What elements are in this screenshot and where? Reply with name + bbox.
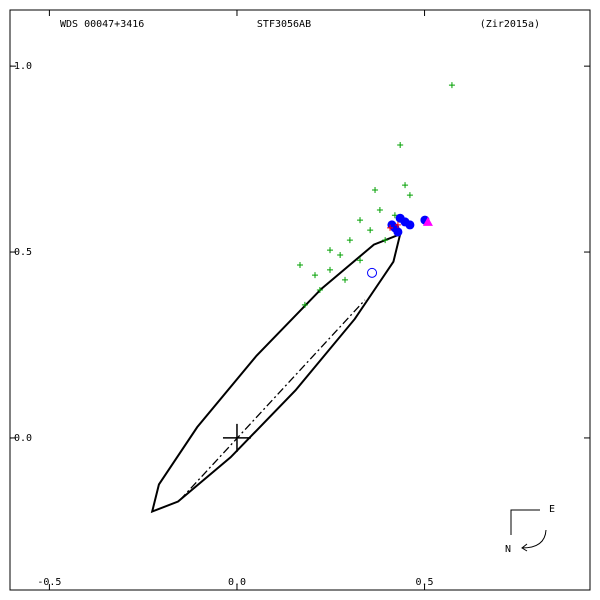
observation xyxy=(376,207,383,214)
observation xyxy=(422,216,433,226)
observation xyxy=(382,237,389,244)
observation xyxy=(402,182,409,189)
y-tick-label: -1.0 xyxy=(8,61,32,72)
observation xyxy=(327,247,334,254)
observation xyxy=(342,276,349,283)
observation xyxy=(394,221,401,228)
observation xyxy=(346,237,353,244)
observation xyxy=(372,186,379,193)
header-right: (Zir2015a) xyxy=(480,19,540,30)
observation xyxy=(357,257,364,264)
plot-frame xyxy=(9,9,591,591)
observation xyxy=(397,141,404,148)
observation xyxy=(387,224,394,231)
observation xyxy=(337,252,344,259)
observation xyxy=(405,220,415,230)
compass-arrow xyxy=(521,529,547,552)
y-tick-label: -0.0 xyxy=(8,433,32,444)
observation xyxy=(312,272,319,279)
compass-east: E xyxy=(549,504,555,515)
observation xyxy=(406,192,413,199)
compass-north: N xyxy=(505,544,511,555)
observation xyxy=(297,262,303,269)
orbit-ellipse xyxy=(150,233,402,514)
x-tick-label: -0.5 xyxy=(37,577,61,588)
observation xyxy=(367,267,378,278)
observation xyxy=(367,227,374,234)
observation xyxy=(327,266,334,273)
observation xyxy=(301,301,308,308)
observation xyxy=(316,286,323,293)
chart-title: STF3056AB xyxy=(257,19,311,30)
header-left: WDS 00047+3416 xyxy=(60,19,144,30)
line-of-nodes xyxy=(179,299,366,501)
y-tick-label: -0.5 xyxy=(8,247,32,258)
x-tick-label: 0.0 xyxy=(228,577,246,588)
compass xyxy=(510,509,540,535)
observation xyxy=(357,217,364,224)
primary-star xyxy=(222,423,251,452)
observation xyxy=(448,82,455,89)
x-tick-label: 0.5 xyxy=(416,577,434,588)
observation xyxy=(393,227,403,237)
